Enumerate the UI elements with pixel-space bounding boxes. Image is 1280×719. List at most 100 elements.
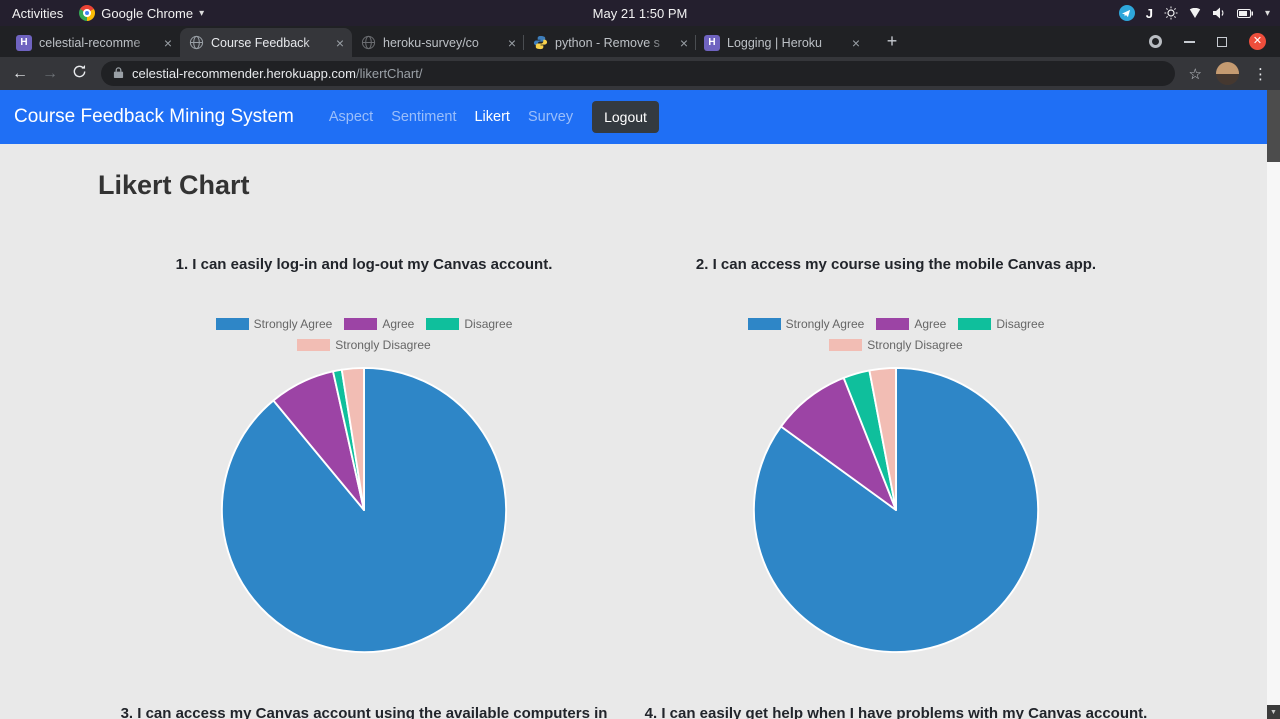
legend-item[interactable]: Strongly Disagree [829,334,963,355]
pie-chart [219,365,509,655]
legend-label: Strongly Disagree [335,337,431,352]
window-controls: ✕ [1149,33,1280,50]
j-app-tray-icon[interactable]: J [1145,5,1153,21]
legend-swatch [344,317,378,330]
tab-heroku-survey[interactable]: heroku-survey/co × [352,28,524,57]
browser-toolbar: ← → celestial-recommender.herokuapp.com/… [0,57,1280,90]
chrome-icon [79,5,96,21]
system-bar-left: Activities Google Chrome ▾ [0,5,204,21]
chart-title: 4. I can easily get help when I have pro… [644,705,1148,719]
globe-favicon [188,35,204,51]
chart-title: 1. I can easily log-in and log-out my Ca… [175,256,553,273]
chart-title: 2. I can access my course using the mobi… [695,256,1097,273]
page-content: Likert Chart 1. I can easily log-in and … [0,144,1280,719]
url-path: /likertChart/ [356,66,423,81]
legend-item[interactable]: Disagree [958,313,1044,334]
bookmark-star-icon[interactable]: ☆ [1188,65,1202,83]
close-tab-icon[interactable]: × [851,34,860,51]
close-tab-icon[interactable]: × [335,34,344,51]
address-bar[interactable]: celestial-recommender.herokuapp.com/like… [101,61,1175,86]
tab-course-feedback-active[interactable]: Course Feedback × [180,28,352,57]
nav-link-likert[interactable]: Likert [474,109,510,125]
python-favicon [532,35,548,51]
scroll-down-icon[interactable]: ▼ [1267,705,1280,719]
legend-label: Strongly Agree [785,316,865,331]
close-window-button[interactable]: ✕ [1249,33,1266,50]
charts-grid: 1. I can easily log-in and log-out my Ca… [98,256,1162,719]
forward-button[interactable]: → [42,64,58,82]
clock[interactable]: May 21 1:50 PM [592,5,688,21]
scrollbar-thumb[interactable] [1267,90,1280,162]
pie-chart [751,365,1041,655]
likert-chart-4: 4. I can easily get help when I have pro… [630,705,1162,719]
url-host: celestial-recommender.herokuapp.com [132,66,356,81]
active-app-menu[interactable]: Google Chrome ▾ [79,5,204,21]
chart-legend: Strongly Agree Agree Disagree Strongly Disa… [174,313,554,355]
site-brand[interactable]: Course Feedback Mining System [14,106,294,127]
system-tray: J ▾ [1118,5,1280,21]
likert-chart-1: 1. I can easily log-in and log-out my Ca… [98,256,630,655]
legend-swatch [958,317,992,330]
lock-icon[interactable] [113,66,124,82]
nav-link-survey[interactable]: Survey [527,109,574,125]
legend-item[interactable]: Disagree [426,313,512,334]
logout-button[interactable]: Logout [592,101,659,133]
legend-swatch [829,338,863,351]
legend-swatch [876,317,910,330]
tab-logging-heroku[interactable]: H Logging | Heroku × [695,28,868,57]
legend-swatch [426,317,460,330]
system-top-bar: Activities Google Chrome ▾ May 21 1:50 P… [0,0,1280,26]
legend-item[interactable]: Agree [876,313,946,334]
legend-item[interactable]: Strongly Agree [747,313,865,334]
close-tab-icon[interactable]: × [679,34,688,51]
profile-avatar[interactable] [1216,62,1239,85]
legend-item[interactable]: Strongly Agree [215,313,333,334]
chart-legend: Strongly Agree Agree Disagree Strongly Disa… [706,313,1086,355]
tab-celestial-recommender[interactable]: H celestial-recomme × [8,28,180,57]
scrollbar[interactable]: ▼ [1267,90,1280,719]
legend-item[interactable]: Agree [344,313,414,334]
minimize-button[interactable] [1184,40,1195,43]
heroku-favicon: H [16,34,32,51]
tray-chevron-down-icon[interactable]: ▾ [1264,7,1270,19]
heroku-favicon: H [704,34,720,51]
tab-strip: H celestial-recomme × Course Feedback × … [0,26,1280,57]
legend-label: Agree [914,316,947,331]
reload-button[interactable] [72,64,87,84]
legend-swatch [215,317,249,330]
chart-title: 3. I can access my Canvas account using … [120,705,608,719]
likert-chart-3: 3. I can access my Canvas account using … [98,705,630,719]
network-icon[interactable] [1189,8,1201,18]
new-tab-button[interactable]: + [886,31,898,51]
telegram-icon[interactable] [1118,5,1135,21]
tab-label: python - Remove s [555,35,660,50]
back-button[interactable]: ← [12,64,28,82]
maximize-button[interactable] [1217,36,1227,47]
globe-favicon [360,35,376,51]
activities-button[interactable]: Activities [12,5,64,21]
url-text: celestial-recommender.herokuapp.com/like… [132,66,422,81]
legend-label: Strongly Disagree [867,337,963,352]
legend-item[interactable]: Strongly Disagree [297,334,431,355]
legend-label: Disagree [996,316,1045,331]
page-title: Likert Chart [98,170,250,200]
tab-label: Logging | Heroku [727,35,822,50]
site-navbar: Course Feedback Mining System Aspect Sen… [0,90,1280,144]
volume-icon[interactable] [1212,7,1226,19]
chevron-down-icon: ▾ [199,7,205,19]
browser-menu-icon[interactable]: ⋮ [1253,65,1268,83]
nav-link-sentiment[interactable]: Sentiment [391,109,457,125]
close-tab-icon[interactable]: × [507,34,516,51]
legend-swatch [747,317,781,330]
tab-label: Course Feedback [211,35,310,50]
tab-label: heroku-survey/co [383,35,479,50]
brightness-icon[interactable] [1164,6,1178,20]
legend-label: Strongly Agree [253,316,333,331]
tab-python-stackoverflow[interactable]: python - Remove s × [523,28,696,57]
nav-link-aspect[interactable]: Aspect [328,109,374,125]
legend-label: Agree [382,316,415,331]
active-app-name: Google Chrome [101,5,194,21]
close-tab-icon[interactable]: × [163,34,172,51]
update-icon[interactable] [1149,35,1162,48]
battery-icon[interactable] [1236,8,1254,18]
